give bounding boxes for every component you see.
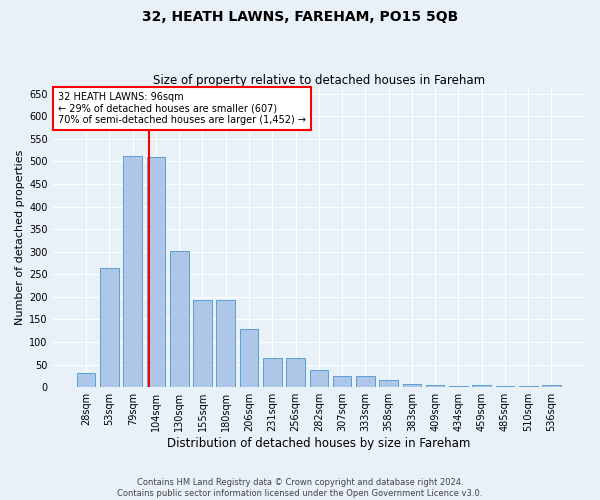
Bar: [286, 358, 305, 387]
Bar: [170, 251, 188, 387]
Bar: [496, 386, 514, 387]
Text: 32, HEATH LAWNS, FAREHAM, PO15 5QB: 32, HEATH LAWNS, FAREHAM, PO15 5QB: [142, 10, 458, 24]
Bar: [333, 376, 352, 387]
Bar: [542, 385, 561, 387]
Bar: [217, 300, 235, 387]
Bar: [403, 384, 421, 387]
Bar: [519, 386, 538, 387]
Bar: [426, 385, 445, 387]
Text: Contains HM Land Registry data © Crown copyright and database right 2024.
Contai: Contains HM Land Registry data © Crown c…: [118, 478, 482, 498]
Bar: [146, 157, 165, 387]
Bar: [449, 386, 468, 387]
Bar: [356, 376, 374, 387]
Bar: [310, 370, 328, 387]
Bar: [379, 380, 398, 387]
Bar: [263, 358, 281, 387]
Y-axis label: Number of detached properties: Number of detached properties: [15, 150, 25, 325]
Bar: [240, 330, 259, 387]
Bar: [472, 386, 491, 387]
Bar: [100, 268, 119, 387]
Title: Size of property relative to detached houses in Fareham: Size of property relative to detached ho…: [153, 74, 485, 87]
Bar: [193, 300, 212, 387]
X-axis label: Distribution of detached houses by size in Fareham: Distribution of detached houses by size …: [167, 437, 470, 450]
Bar: [124, 156, 142, 387]
Text: 32 HEATH LAWNS: 96sqm
← 29% of detached houses are smaller (607)
70% of semi-det: 32 HEATH LAWNS: 96sqm ← 29% of detached …: [58, 92, 306, 124]
Bar: [77, 373, 95, 387]
